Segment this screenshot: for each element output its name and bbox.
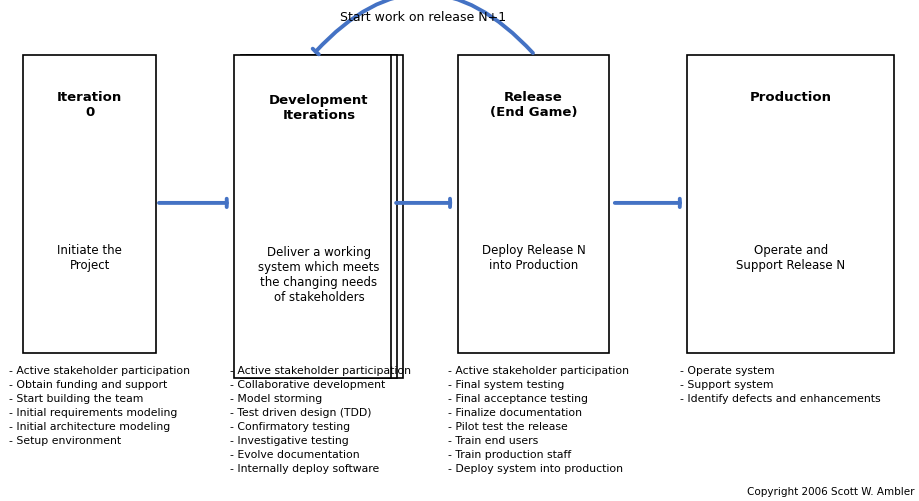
Text: - Train end users: - Train end users bbox=[448, 436, 539, 446]
Text: - Finalize documentation: - Finalize documentation bbox=[448, 408, 583, 418]
Text: Release
(End Game): Release (End Game) bbox=[490, 91, 577, 119]
FancyBboxPatch shape bbox=[458, 55, 609, 353]
Text: Iteration
0: Iteration 0 bbox=[57, 91, 122, 119]
Text: Deploy Release N
into Production: Deploy Release N into Production bbox=[482, 244, 585, 272]
Text: - Investigative testing: - Investigative testing bbox=[230, 436, 348, 446]
Text: - Active stakeholder participation: - Active stakeholder participation bbox=[9, 366, 190, 376]
Text: Operate and
Support Release N: Operate and Support Release N bbox=[736, 244, 845, 272]
Text: - Active stakeholder participation: - Active stakeholder participation bbox=[230, 366, 411, 376]
Text: - Initial requirements modeling: - Initial requirements modeling bbox=[9, 408, 177, 418]
Text: - Final system testing: - Final system testing bbox=[448, 380, 565, 390]
Text: Production: Production bbox=[750, 91, 832, 104]
Text: - Identify defects and enhancements: - Identify defects and enhancements bbox=[680, 394, 880, 404]
FancyBboxPatch shape bbox=[687, 55, 894, 353]
FancyBboxPatch shape bbox=[241, 55, 397, 378]
Text: Development
Iterations: Development Iterations bbox=[269, 94, 369, 122]
Text: - Operate system: - Operate system bbox=[680, 366, 775, 376]
Text: - Active stakeholder participation: - Active stakeholder participation bbox=[448, 366, 630, 376]
Text: Start work on release N+1: Start work on release N+1 bbox=[340, 11, 505, 24]
Text: - Final acceptance testing: - Final acceptance testing bbox=[448, 394, 588, 404]
Text: - Obtain funding and support: - Obtain funding and support bbox=[9, 380, 167, 390]
Text: - Evolve documentation: - Evolve documentation bbox=[230, 450, 359, 460]
FancyBboxPatch shape bbox=[234, 55, 391, 378]
FancyBboxPatch shape bbox=[23, 55, 156, 353]
Text: Deliver a working
system which meets
the changing needs
of stakeholders: Deliver a working system which meets the… bbox=[258, 246, 380, 304]
Text: - Setup environment: - Setup environment bbox=[9, 436, 121, 446]
Text: - Initial architecture modeling: - Initial architecture modeling bbox=[9, 422, 170, 432]
Text: Initiate the
Project: Initiate the Project bbox=[57, 244, 122, 272]
Text: - Collaborative development: - Collaborative development bbox=[230, 380, 385, 390]
Text: - Internally deploy software: - Internally deploy software bbox=[230, 464, 379, 474]
Text: - Train production staff: - Train production staff bbox=[448, 450, 572, 460]
Text: - Test driven design (TDD): - Test driven design (TDD) bbox=[230, 408, 371, 418]
Text: - Start building the team: - Start building the team bbox=[9, 394, 143, 404]
Text: Copyright 2006 Scott W. Ambler: Copyright 2006 Scott W. Ambler bbox=[747, 487, 914, 497]
Text: - Deploy system into production: - Deploy system into production bbox=[448, 464, 623, 474]
Text: - Model storming: - Model storming bbox=[230, 394, 322, 404]
Text: - Pilot test the release: - Pilot test the release bbox=[448, 422, 568, 432]
Text: - Support system: - Support system bbox=[680, 380, 774, 390]
FancyBboxPatch shape bbox=[247, 55, 403, 378]
Text: - Confirmatory testing: - Confirmatory testing bbox=[230, 422, 350, 432]
